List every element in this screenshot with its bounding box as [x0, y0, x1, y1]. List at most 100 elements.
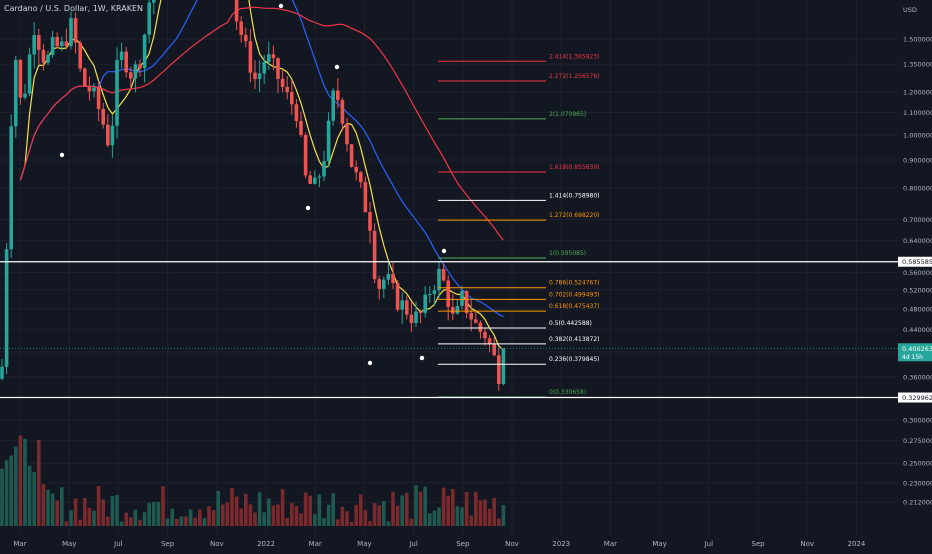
- time-tick-label: Mar: [309, 540, 322, 548]
- time-tick-label: May: [62, 540, 76, 548]
- price-tick-label: 0.440000: [903, 326, 932, 334]
- candle-body: [9, 126, 13, 250]
- candle-body: [446, 280, 450, 308]
- candle-body: [142, 34, 147, 68]
- volume-bar: [142, 512, 147, 526]
- price-axis-unit: USD: [903, 6, 917, 14]
- volume-bar: [225, 502, 230, 526]
- price-axis: USD 1.500000 1.350000 1.200000 1.100000 1.00…: [898, 0, 932, 536]
- candle-body: [377, 279, 381, 289]
- volume-bar: [372, 503, 377, 526]
- candle-body: [469, 313, 473, 320]
- volume-bar: [193, 517, 197, 526]
- candle-body: [0, 366, 4, 379]
- candle-body: [478, 322, 483, 332]
- candle-body: [460, 291, 464, 306]
- volume-bar: [129, 517, 133, 526]
- candle-body: [50, 37, 55, 55]
- volume-bar: [133, 509, 138, 526]
- candle-body: [14, 59, 18, 127]
- volume-bar: [359, 494, 363, 526]
- volume-bar: [262, 512, 266, 526]
- pivot-dot: [419, 355, 425, 361]
- volume-bar: [221, 504, 225, 526]
- ma-slow-line: [19, 6, 504, 241]
- volume-bar: [110, 496, 115, 526]
- volume-bar: [294, 506, 299, 526]
- candle-body: [455, 305, 460, 314]
- moving-averages: [19, 0, 504, 351]
- volume-bar: [101, 499, 105, 526]
- candle-body: [501, 348, 506, 384]
- candle-body: [106, 124, 110, 146]
- volume-bar: [239, 508, 243, 526]
- candle-body: [23, 93, 27, 98]
- time-tick-label: 2023: [552, 540, 570, 548]
- fib-level-label: 2.272(1.256576): [549, 73, 600, 80]
- time-tick-label: Nov: [210, 540, 224, 548]
- price-tick-label: 1.350000: [903, 61, 932, 69]
- time-tick-label: Jul: [704, 540, 714, 548]
- volume-bar: [60, 487, 64, 526]
- time-tick-label: Jul: [408, 540, 418, 548]
- volume-bar: [432, 510, 437, 526]
- candle-body: [418, 311, 423, 313]
- volume-bar: [124, 512, 128, 526]
- price-tick-label: 0.700000: [903, 216, 932, 224]
- candle-body: [382, 279, 386, 289]
- candle-body: [253, 72, 257, 80]
- volume-bar: [441, 487, 446, 526]
- candle-body: [487, 338, 492, 344]
- volume-bar: [198, 509, 202, 526]
- candle-body: [464, 291, 469, 314]
- volume-bar: [37, 440, 41, 526]
- volume-bar: [313, 514, 317, 526]
- candle-body: [64, 41, 69, 47]
- candle-body: [4, 249, 9, 367]
- candle-body: [92, 87, 96, 92]
- price-tick-label: 0.520000: [903, 286, 932, 294]
- candle-body: [96, 87, 101, 110]
- volume-bar: [497, 518, 501, 526]
- candle-body: [354, 166, 358, 173]
- pivot-dot: [59, 152, 65, 158]
- volume-bar: [276, 504, 280, 526]
- price-tick-label: 1.200000: [903, 88, 932, 96]
- volume-bar: [14, 446, 18, 526]
- volume-bar: [170, 508, 174, 526]
- volume-bar: [405, 492, 409, 526]
- volume-bar: [303, 492, 308, 526]
- candle-body: [69, 18, 73, 47]
- volume-bar: [119, 521, 124, 526]
- candle-body: [405, 300, 409, 315]
- volume-bar: [317, 494, 322, 526]
- candle-body: [395, 283, 400, 310]
- volume-bar: [423, 486, 427, 526]
- candle-body: [37, 35, 41, 50]
- candle-body: [73, 18, 78, 43]
- volume-bar: [202, 518, 207, 526]
- time-tick-label: 2024: [847, 540, 865, 548]
- fib-level-label: 2.414(1.365923): [549, 53, 600, 60]
- volume-bar: [464, 491, 469, 526]
- volume-bar: [179, 516, 184, 526]
- candle-body: [271, 54, 276, 59]
- candle-body: [492, 343, 496, 356]
- volume-bar: [418, 491, 423, 526]
- volume-bar: [349, 521, 354, 526]
- candle-body: [363, 182, 368, 213]
- horizontal-levels: [0, 261, 898, 399]
- candle-body: [326, 120, 331, 162]
- candle-body: [41, 49, 46, 63]
- candle-body: [400, 300, 404, 310]
- volume-bar: [253, 512, 257, 526]
- support-price-tag-bg: [898, 392, 932, 403]
- candle-body: [248, 41, 253, 73]
- candle-body: [483, 331, 487, 339]
- candle-body: [152, 0, 156, 3]
- volume-bar: [326, 504, 331, 526]
- volume-bar: [368, 520, 372, 526]
- candle-body: [60, 41, 64, 47]
